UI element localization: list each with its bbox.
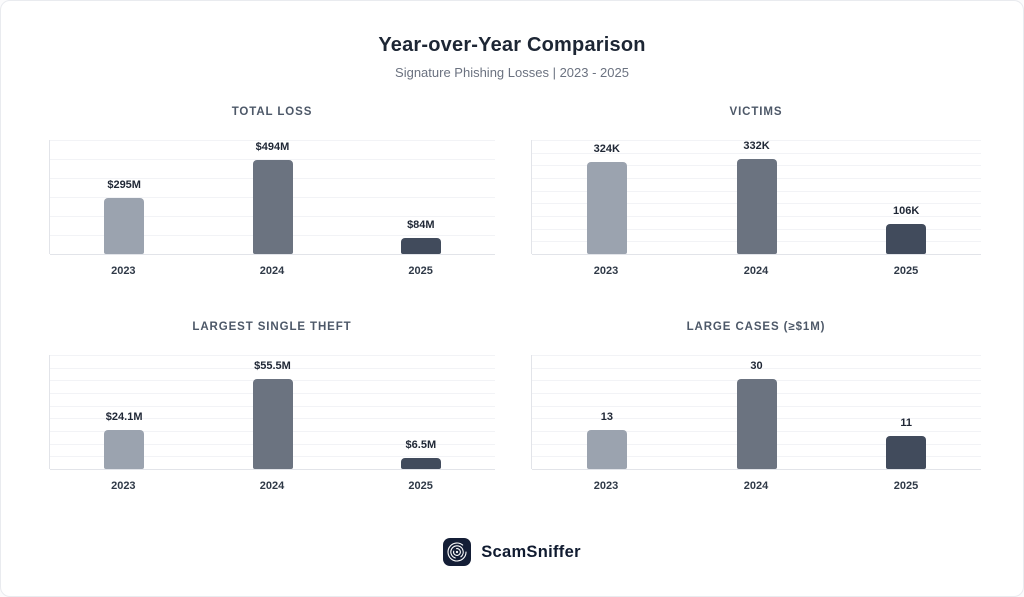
bar-2023 [104,197,145,254]
page-title: Year-over-Year Comparison [378,34,646,56]
bar-value-label: 324K [593,142,620,155]
bar-2025 [400,238,441,254]
x-axis-labels: 2023 2024 2025 [49,265,495,281]
plot-area: $24.1M $55.5M $6.5M [49,355,495,470]
chart-title: LARGE CASES (≥$1M) [686,321,826,333]
page-subtitle: Signature Phishing Losses | 2023 - 2025 [395,65,629,80]
bar-value-label: $6.5M [405,439,437,452]
x-axis-label: 2024 [259,265,285,277]
bar-value-label: 13 [600,411,613,423]
gridline [50,159,495,160]
brand-footer: ScamSniffer [1,538,1023,566]
x-axis-label: 2025 [408,480,433,492]
gridline [50,355,495,356]
x-axis-label: 2023 [593,265,619,277]
x-axis-labels: 2023 2024 2025 [531,480,981,496]
chart-largest-single-theft: LARGEST SINGLE THEFT $24.1M $55.5M $6.5M 2… [49,321,495,496]
x-axis-line [50,469,495,470]
bar-value-label: $295M [107,178,141,191]
bar-2025 [400,458,441,469]
chart-large-cases: LARGE CASES (≥$1M) 13 30 11 2023 2024 2025 [531,321,981,496]
x-axis-label: 2024 [743,265,769,277]
chart-title: LARGEST SINGLE THEFT [192,321,352,333]
bar-2025 [886,223,927,254]
x-axis-label: 2025 [893,265,919,277]
plot-area: 324K 332K 106K [531,140,981,255]
gridline [532,355,981,356]
x-axis-label: 2023 [593,480,619,492]
bar-2023 [586,161,627,254]
gridline [532,367,981,369]
plot-area: $295M $494M $84M [49,140,495,255]
x-axis-label: 2025 [893,480,919,492]
bar-value-label: 30 [750,360,763,372]
x-axis-labels: 2023 2024 2025 [531,265,981,281]
bar-2024 [252,378,293,469]
bar-value-label: $494M [255,141,290,154]
brand-name: ScamSniffer [481,542,581,561]
chart-title: VICTIMS [729,106,783,118]
bar-value-label: 332K [743,140,770,153]
x-axis-label: 2024 [259,480,285,492]
bar-value-label: $24.1M [105,410,143,423]
bar-value-label: $84M [407,219,435,232]
gridline [50,367,495,369]
x-axis-label: 2024 [743,480,769,492]
scamsniffer-spiral-icon [443,538,472,566]
x-axis-line [532,469,981,470]
x-axis-line [50,254,495,255]
bar-2023 [104,429,145,469]
x-axis-label: 2025 [408,265,433,277]
bar-2024 [736,379,777,469]
plot-area: 13 30 11 [531,355,981,470]
x-axis-label: 2023 [111,265,136,277]
bar-value-label: 11 [900,417,912,429]
gridline [532,140,981,141]
bar-2024 [736,159,777,254]
gridline [50,140,495,141]
chart-title: TOTAL LOSS [231,106,313,118]
chart-total-loss: TOTAL LOSS $295M $494M $84M 2023 2024 2025 [49,106,495,281]
charts-grid: TOTAL LOSS $295M $494M $84M 2023 2024 2025 V… [1,80,1023,496]
x-axis-label: 2023 [111,480,136,492]
bar-value-label: $55.5M [254,359,291,372]
bar-2024 [252,160,293,254]
x-axis-labels: 2023 2024 2025 [49,480,495,496]
chart-victims: VICTIMS 324K 332K 106K 2023 2024 2025 [531,106,981,281]
bar-2025 [886,436,927,469]
gridline [532,152,981,154]
bar-2023 [586,430,627,469]
x-axis-line [532,254,981,255]
bar-value-label: 106K [893,204,920,217]
report-header: Year-over-Year Comparison Signature Phis… [1,1,1023,80]
